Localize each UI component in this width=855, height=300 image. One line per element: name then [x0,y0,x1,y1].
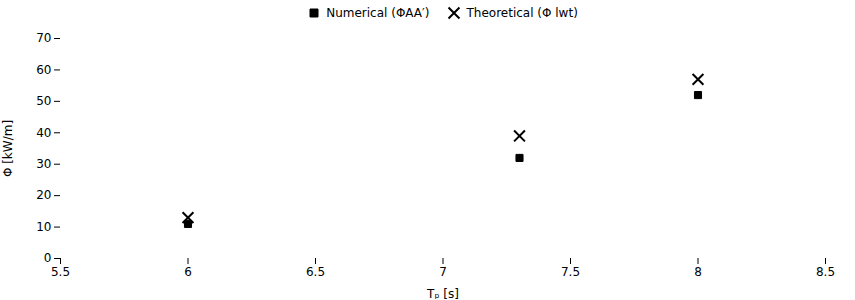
svg-text:20: 20 [36,188,51,202]
svg-text:60: 60 [36,63,51,77]
svg-text:8.5: 8.5 [816,265,835,279]
svg-text:6: 6 [184,265,192,279]
svg-text:50: 50 [36,94,51,108]
svg-text:7.5: 7.5 [561,265,580,279]
html-text:Theoretical (Φ lwt): Theoretical (Φ lwt) [466,6,578,20]
svg-text:10: 10 [36,220,51,234]
svg-text:8: 8 [694,265,702,279]
svg-text:30: 30 [36,157,51,171]
svg-text:6.5: 6.5 [306,265,325,279]
svg-text:7: 7 [439,265,447,279]
svg-text:5.5: 5.5 [51,265,70,279]
svg-text:70: 70 [36,31,51,45]
html-text:Numerical (ΦAA′): Numerical (ΦAA′) [326,6,430,20]
svg-text:40: 40 [36,126,51,140]
svg-text:Tₚ [s]: Tₚ [s] [426,287,459,300]
svg-text:0: 0 [44,251,52,265]
svg-text:Φ [kW/m]: Φ [kW/m] [1,120,15,177]
